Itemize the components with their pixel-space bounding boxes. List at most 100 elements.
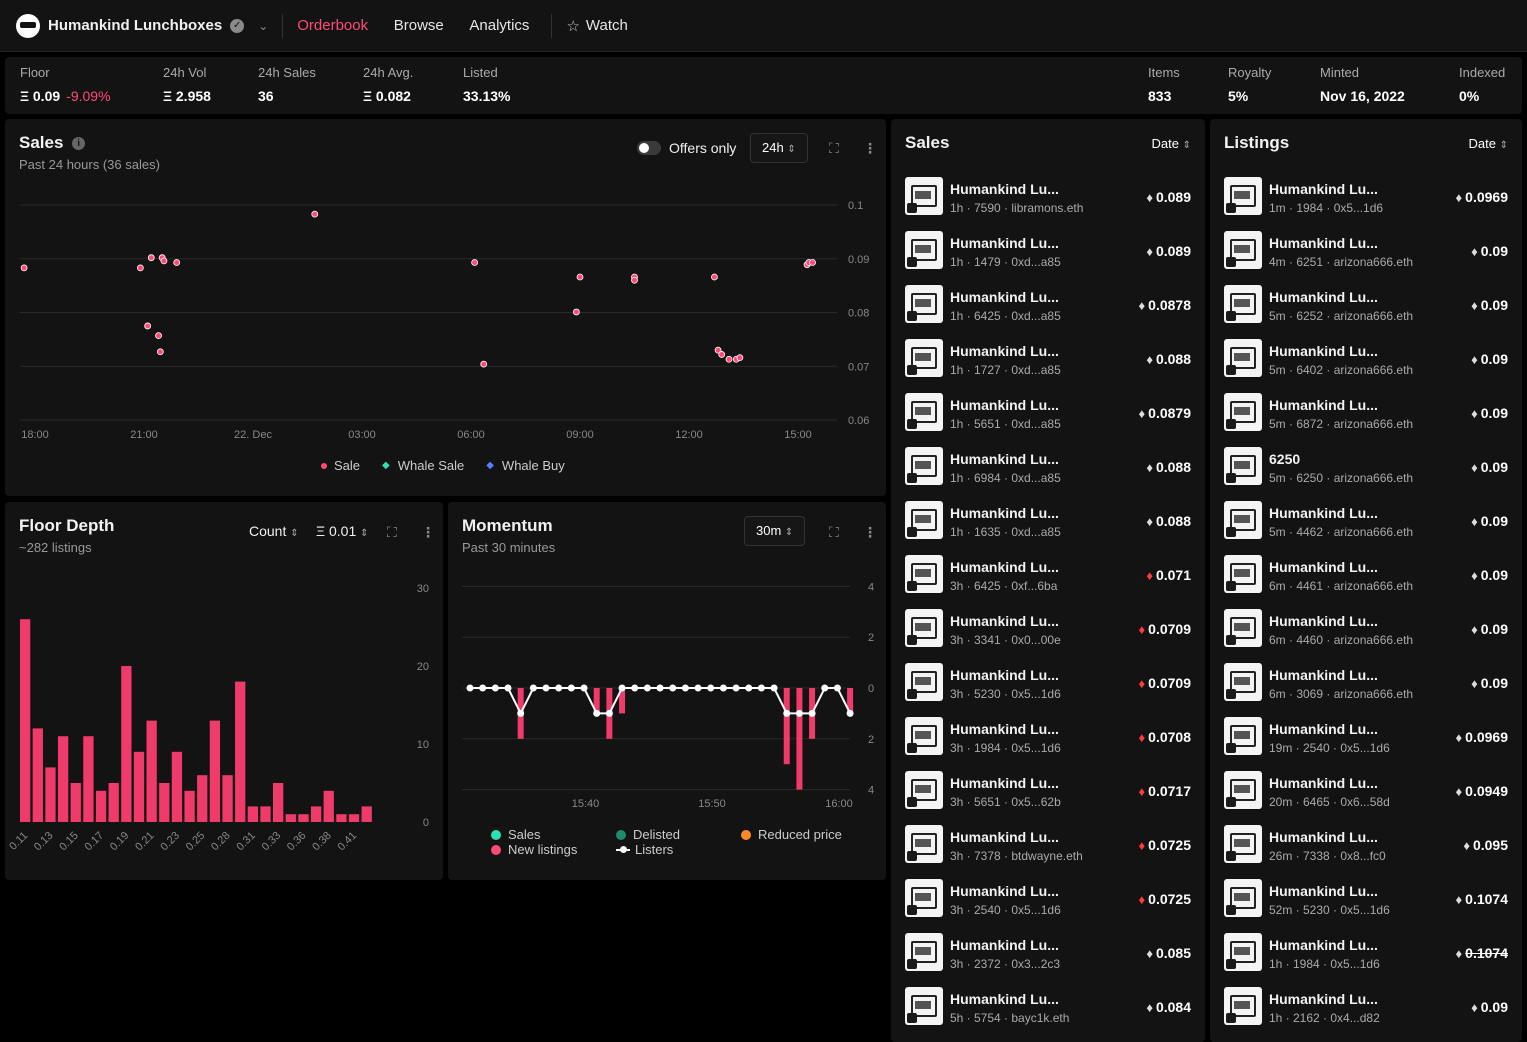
listers-point[interactable]: [732, 684, 740, 692]
listers-point[interactable]: [517, 709, 525, 717]
listers-point[interactable]: [567, 684, 575, 692]
listers-point[interactable]: [846, 709, 854, 717]
fullscreen-icon[interactable]: ⛶: [829, 524, 839, 540]
sale-point[interactable]: [160, 257, 168, 265]
list-item[interactable]: Humankind Lu... 5m · 6872 · arizona666.et…: [1210, 387, 1522, 441]
listers-point[interactable]: [757, 684, 765, 692]
listers-point[interactable]: [681, 684, 689, 692]
sale-point[interactable]: [471, 259, 479, 266]
depth-bar[interactable]: [95, 790, 107, 822]
list-item[interactable]: Humankind Lu... 3h · 1984 · 0x5...1d6 ♦ 0.0…: [891, 711, 1205, 765]
list-item[interactable]: Humankind Lu... 3h · 6425 · 0xf...6ba ♦ 0.0…: [891, 549, 1205, 603]
sale-point[interactable]: [809, 259, 816, 266]
sale-point[interactable]: [576, 273, 584, 281]
listers-point[interactable]: [466, 684, 474, 692]
depth-bar[interactable]: [197, 775, 208, 822]
depth-bar[interactable]: [298, 814, 309, 822]
list-item[interactable]: Humankind Lu... 6m · 4461 · arizona666.et…: [1210, 549, 1522, 603]
depth-bar[interactable]: [310, 806, 322, 822]
listers-point[interactable]: [593, 709, 601, 717]
fullscreen-icon[interactable]: ⛶: [829, 140, 839, 156]
info-icon[interactable]: i: [72, 137, 86, 151]
listers-point[interactable]: [542, 684, 550, 692]
mode-select[interactable]: Count ⇕: [249, 523, 299, 539]
sale-point[interactable]: [173, 259, 181, 266]
sale-point[interactable]: [725, 355, 733, 363]
sale-point[interactable]: [20, 264, 28, 272]
sale-point[interactable]: [144, 322, 152, 330]
sale-point[interactable]: [711, 273, 718, 281]
depth-bar[interactable]: [57, 736, 69, 822]
depth-bar[interactable]: [171, 751, 183, 822]
watch-button[interactable]: ☆ Watch: [566, 17, 627, 35]
sale-point[interactable]: [572, 308, 580, 316]
listers-point[interactable]: [808, 709, 816, 717]
depth-bar[interactable]: [273, 783, 284, 822]
depth-bar[interactable]: [121, 666, 132, 822]
listers-point[interactable]: [479, 684, 487, 692]
nav-analytics[interactable]: Analytics: [469, 17, 530, 34]
depth-bar[interactable]: [146, 720, 157, 822]
sort-select[interactable]: Date ⇕: [1152, 136, 1191, 151]
sale-point[interactable]: [480, 360, 488, 368]
depth-bar[interactable]: [260, 806, 271, 822]
listers-point[interactable]: [555, 684, 563, 692]
depth-bar[interactable]: [133, 751, 145, 822]
depth-bar[interactable]: [285, 814, 296, 822]
depth-bar[interactable]: [323, 790, 334, 822]
listers-point[interactable]: [707, 684, 715, 692]
more-icon[interactable]: ⋮: [863, 524, 877, 540]
depth-bar[interactable]: [32, 728, 43, 822]
depth-bar[interactable]: [70, 783, 81, 822]
list-item[interactable]: Humankind Lu... 1h · 6425 · 0xd...a85 ♦ 0.0…: [891, 279, 1205, 333]
list-item[interactable]: Humankind Lu... 5m · 6252 · arizona666.et…: [1210, 279, 1522, 333]
bucket-select[interactable]: Ξ 0.01 ⇕: [316, 523, 369, 539]
fullscreen-icon[interactable]: ⛶: [387, 524, 397, 540]
list-item[interactable]: Humankind Lu... 1h · 1727 · 0xd...a85 ♦ 0.0…: [891, 333, 1205, 387]
list-item[interactable]: Humankind Lu... 5h · 5754 · bayc1k.eth ♦ 0.…: [891, 981, 1205, 1035]
sale-point[interactable]: [311, 210, 319, 218]
more-icon[interactable]: ⋮: [863, 140, 877, 156]
listers-point[interactable]: [669, 684, 677, 692]
depth-bar[interactable]: [108, 783, 119, 822]
list-item[interactable]: Humankind Lu... 1h · 6984 · 0xd...a85 ♦ 0.0…: [891, 441, 1205, 495]
depth-bar[interactable]: [235, 681, 246, 822]
listers-point[interactable]: [694, 684, 702, 692]
new-listings-bar[interactable]: [619, 688, 626, 714]
sale-point[interactable]: [156, 348, 164, 356]
list-item[interactable]: Humankind Lu... 3h · 5230 · 0x5...1d6 ♦ 0.0…: [891, 657, 1205, 711]
listers-point[interactable]: [745, 684, 753, 692]
depth-bar[interactable]: [247, 806, 258, 822]
new-listings-bar[interactable]: [847, 688, 854, 714]
depth-bar[interactable]: [222, 775, 233, 822]
list-item[interactable]: Humankind Lu... 5m · 6402 · arizona666.et…: [1210, 333, 1522, 387]
list-item[interactable]: Humankind Lu... 6m · 4460 · arizona666.et…: [1210, 603, 1522, 657]
sort-select[interactable]: Date ⇕: [1469, 136, 1508, 151]
sale-point[interactable]: [718, 351, 726, 358]
list-item[interactable]: Humankind Lu... 20m · 6465 · 0x6...58d ♦ 0.…: [1210, 765, 1522, 819]
depth-bar[interactable]: [83, 736, 94, 822]
nav-orderbook[interactable]: Orderbook: [297, 17, 369, 34]
range-select[interactable]: 24h ⇕: [750, 133, 808, 163]
listers-point[interactable]: [719, 684, 727, 692]
list-item[interactable]: Humankind Lu... 3h · 2540 · 0x5...1d6 ♦ 0.0…: [891, 873, 1205, 927]
listers-point[interactable]: [631, 684, 639, 692]
depth-bar[interactable]: [45, 767, 56, 822]
listers-point[interactable]: [795, 709, 803, 717]
listers-point[interactable]: [770, 684, 778, 692]
list-item[interactable]: Humankind Lu... 1h · 2162 · 0x4...d82 ♦ 0.0…: [1210, 981, 1522, 1035]
collection-switcher[interactable]: Humankind Lunchboxes ✓ ⌄: [0, 13, 268, 38]
offers-only-toggle[interactable]: [637, 141, 661, 155]
list-item[interactable]: Humankind Lu... 5m · 4462 · arizona666.et…: [1210, 495, 1522, 549]
listers-point[interactable]: [618, 684, 626, 692]
depth-bar[interactable]: [361, 806, 372, 822]
listers-point[interactable]: [643, 684, 651, 692]
list-item[interactable]: Humankind Lu... 3h · 3341 · 0x0...00e ♦ 0.0…: [891, 603, 1205, 657]
depth-bar[interactable]: [184, 790, 195, 822]
range-select[interactable]: 30m ⇕: [744, 516, 806, 546]
new-listings-bar[interactable]: [783, 688, 790, 765]
list-item[interactable]: Humankind Lu... 19m · 2540 · 0x5...1d6 ♦ 0.…: [1210, 711, 1522, 765]
list-item[interactable]: Humankind Lu... 26m · 7338 · 0x8...fc0 ♦ 0.…: [1210, 819, 1522, 873]
listers-point[interactable]: [656, 684, 664, 692]
depth-bar[interactable]: [336, 814, 347, 822]
